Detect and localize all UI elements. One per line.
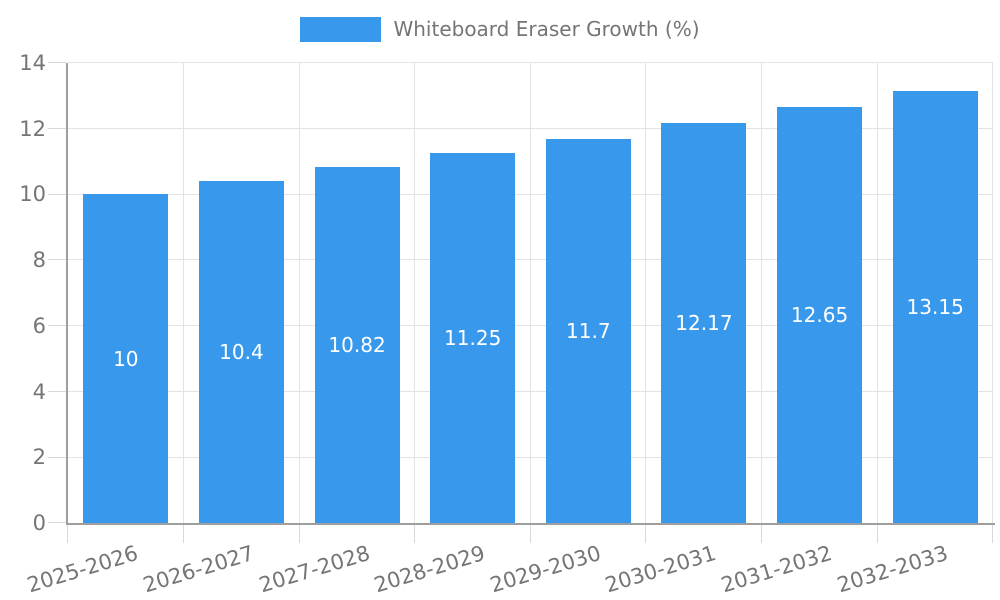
bar[interactable] <box>777 107 863 523</box>
y-axis-tick <box>48 259 66 261</box>
x-axis-tick <box>992 525 994 543</box>
y-axis-tick-label: 8 <box>32 248 46 273</box>
bar[interactable] <box>892 90 978 523</box>
x-gridline <box>414 63 416 523</box>
x-axis-tick-label: 2031-2032 <box>718 540 835 598</box>
y-axis-tick <box>48 62 66 64</box>
plot-area <box>66 63 995 525</box>
x-gridline <box>298 63 300 523</box>
bar[interactable] <box>545 138 631 523</box>
y-axis-tick-label: 6 <box>32 313 46 338</box>
y-axis-tick <box>48 456 66 458</box>
bar[interactable] <box>661 123 747 523</box>
y-axis-tick-label: 14 <box>19 51 46 75</box>
legend-swatch <box>300 17 382 42</box>
legend-item[interactable]: Whiteboard Eraser Growth (%) <box>0 17 1000 42</box>
x-axis-tick-label: 2027-2028 <box>255 540 373 598</box>
x-axis-tick-label: 2029-2030 <box>487 540 604 598</box>
bar[interactable] <box>198 181 284 523</box>
bar[interactable] <box>83 194 169 523</box>
x-gridline <box>529 63 531 523</box>
x-axis-tick <box>876 525 878 543</box>
y-axis-tick <box>48 390 66 392</box>
y-axis-tick <box>48 325 66 327</box>
y-axis-tick-label: 0 <box>32 511 46 535</box>
bar[interactable] <box>314 167 400 523</box>
x-axis-tick-label: 2028-2029 <box>371 540 488 598</box>
x-gridline <box>876 63 878 523</box>
legend-label: Whiteboard Eraser Growth (%) <box>393 17 700 41</box>
bar[interactable] <box>430 153 516 523</box>
y-axis-tick-label: 10 <box>19 182 46 207</box>
x-gridline <box>992 63 994 523</box>
y-axis-tick <box>48 522 66 524</box>
y-axis-tick-label: 4 <box>32 379 46 404</box>
x-axis-tick <box>645 525 647 543</box>
x-axis-tick <box>67 525 69 543</box>
x-axis-tick <box>414 525 416 543</box>
x-axis-tick-label: 2030-2031 <box>602 540 720 598</box>
x-gridline <box>645 63 647 523</box>
x-axis-tick <box>298 525 300 543</box>
x-axis-tick <box>182 525 184 543</box>
y-axis-tick <box>48 127 66 129</box>
x-gridline <box>761 63 762 523</box>
y-axis-tick-label: 12 <box>19 116 46 141</box>
x-axis-tick <box>761 525 762 543</box>
x-axis-tick-label: 2026-2027 <box>140 540 257 598</box>
x-axis-tick <box>529 525 531 543</box>
y-axis-tick <box>48 193 66 195</box>
y-axis-tick-label: 2 <box>32 445 46 470</box>
y-gridline <box>68 62 993 64</box>
x-axis-tick-label: 2032-2033 <box>834 540 951 598</box>
x-axis-tick-label: 2025-2026 <box>24 540 142 598</box>
x-gridline <box>182 63 184 523</box>
